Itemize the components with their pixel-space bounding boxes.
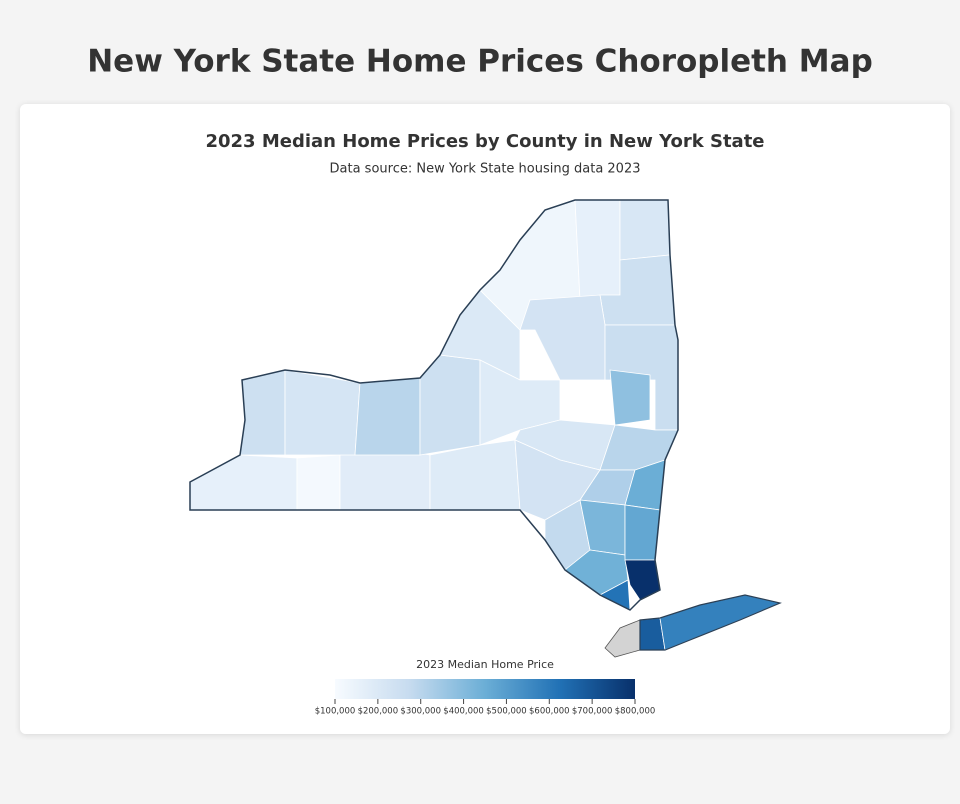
colorbar-tick-label: $400,000: [443, 707, 484, 717]
county: [339, 449, 431, 511]
county: [624, 504, 661, 561]
county: [354, 377, 421, 456]
colorbar-tick-label: $800,000: [615, 707, 656, 717]
colorbar-ticks: $100,000 $200,000 $300,000 $400,000 $500,000…: [315, 699, 656, 717]
colorbar-tick-label: $500,000: [486, 707, 527, 717]
county: [284, 369, 361, 456]
page-title: New York State Home Prices Choropleth Ma…: [87, 44, 873, 80]
counties: [189, 199, 782, 651]
county: [619, 199, 671, 261]
county: [296, 454, 341, 511]
colorbar-tick-label: $100,000: [315, 707, 356, 717]
long-island-outline: [639, 594, 782, 651]
state-outline: [189, 199, 679, 611]
county: [519, 294, 606, 381]
county: [239, 369, 286, 456]
county: [609, 369, 651, 426]
map-title: 2023 Median Home Prices by County in New…: [205, 131, 764, 152]
colorbar-tick-label: $600,000: [529, 707, 570, 717]
colorbar-tick-label: $700,000: [572, 707, 613, 717]
county: [574, 199, 621, 301]
colorbar-title: 2023 Median Home Price: [416, 658, 554, 671]
map-subtitle: Data source: New York State housing data…: [330, 162, 641, 177]
county: [419, 354, 481, 456]
colorbar: [335, 679, 635, 699]
colorbar-tick-label: $300,000: [400, 707, 441, 717]
colorbar-tick-label: $200,000: [358, 707, 399, 717]
